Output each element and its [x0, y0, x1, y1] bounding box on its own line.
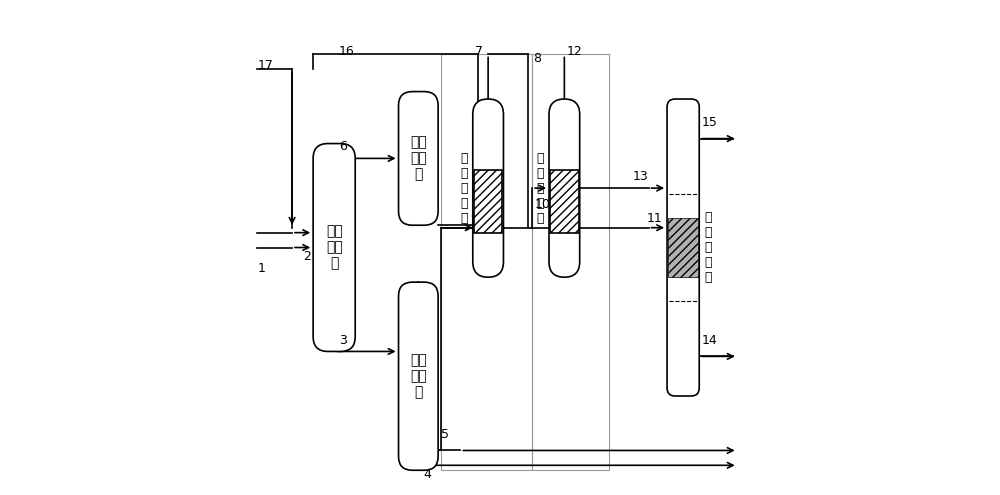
Bar [532, 54, 609, 470]
Text: 催
化
精
馏
塔: 催 化 精 馏 塔 [704, 211, 712, 284]
Text: 9: 9 [470, 212, 478, 225]
Text: 10: 10 [535, 198, 551, 211]
Text: 13: 13 [633, 170, 648, 183]
Text: 醚
化
反
应
器: 醚 化 反 应 器 [537, 151, 544, 225]
Text: 5: 5 [441, 428, 449, 441]
FancyBboxPatch shape [473, 99, 503, 277]
Bar [668, 218, 698, 277]
Text: 6: 6 [339, 141, 347, 153]
Text: 12: 12 [567, 45, 583, 57]
Text: 7: 7 [475, 45, 483, 57]
Text: 3: 3 [339, 334, 347, 346]
FancyBboxPatch shape [313, 144, 355, 351]
FancyBboxPatch shape [399, 282, 438, 470]
Text: 精密
精馏
塔: 精密 精馏 塔 [410, 353, 427, 399]
Text: 11: 11 [646, 212, 662, 225]
Text: 16: 16 [339, 45, 355, 57]
Text: 14: 14 [702, 334, 717, 346]
Text: 萃取
精馏
塔: 萃取 精馏 塔 [326, 224, 343, 271]
Bar [550, 170, 579, 233]
Text: 4: 4 [423, 468, 431, 481]
Text: 17: 17 [257, 59, 273, 72]
Bar [441, 54, 532, 470]
Text: 异
构
反
应
器: 异 构 反 应 器 [460, 151, 468, 225]
FancyBboxPatch shape [667, 99, 699, 396]
Text: 1: 1 [257, 262, 265, 275]
Text: 2: 2 [303, 250, 311, 263]
FancyBboxPatch shape [399, 92, 438, 225]
Text: 溶剂
回收
塔: 溶剂 回收 塔 [410, 135, 427, 182]
Text: 15: 15 [702, 116, 718, 129]
Bar [474, 170, 502, 233]
Text: 8: 8 [533, 52, 541, 65]
FancyBboxPatch shape [549, 99, 580, 277]
